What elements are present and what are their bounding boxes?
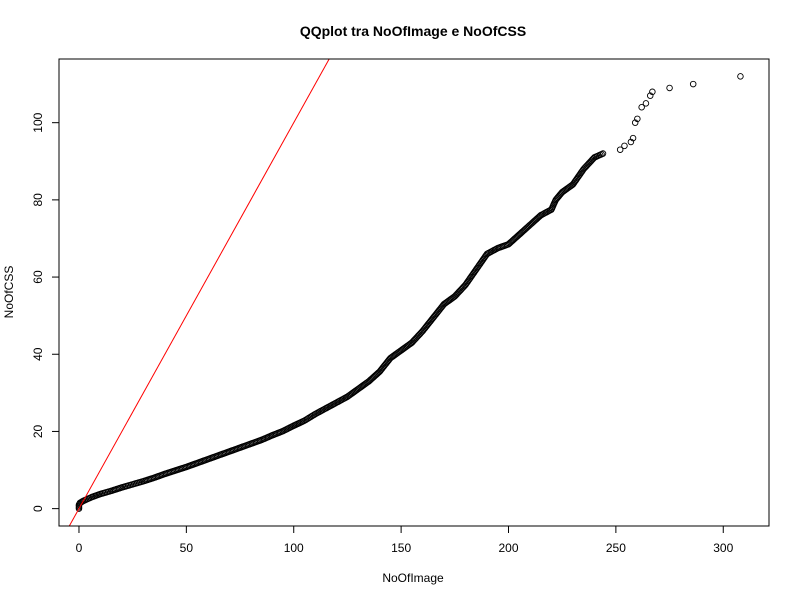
chart-title: QQplot tra NoOfImage e NoOfCSS	[300, 23, 526, 39]
data-point	[649, 88, 656, 96]
x-axis-label: NoOfImage	[382, 571, 444, 585]
x-tick-label: 150	[391, 541, 411, 555]
data-point	[638, 103, 645, 111]
data-point	[634, 115, 641, 123]
x-tick-label: 300	[713, 541, 733, 555]
x-tick-label: 50	[180, 541, 194, 555]
y-tick-label: 60	[31, 270, 45, 284]
reference-line	[68, 59, 330, 526]
y-axis-label: NoOfCSS	[2, 266, 16, 319]
data-point	[599, 150, 607, 157]
y-tick-label: 80	[31, 193, 45, 207]
y-axis: 0 20 40 60 80 100	[31, 112, 60, 512]
x-tick-label: 100	[284, 541, 304, 555]
x-axis: 0 50 100 150 200 250 300	[76, 525, 734, 555]
x-tick-label: 0	[76, 541, 83, 555]
data-point	[646, 92, 654, 99]
data-point	[689, 80, 697, 88]
y-tick-label: 20	[31, 424, 45, 438]
y-tick-label: 40	[31, 347, 45, 361]
data-point	[666, 84, 673, 92]
plot-frame	[58, 58, 770, 527]
points-layer	[75, 73, 744, 512]
data-point	[629, 134, 637, 142]
y-tick-label: 0	[31, 505, 45, 512]
data-point	[627, 138, 635, 146]
y-tick-label: 100	[31, 112, 45, 132]
data-point	[737, 73, 744, 80]
data-point	[642, 100, 650, 107]
data-point	[616, 146, 624, 153]
data-point	[631, 119, 639, 126]
x-tick-label: 250	[606, 541, 626, 555]
x-tick-label: 200	[498, 541, 518, 555]
data-point	[621, 142, 628, 150]
